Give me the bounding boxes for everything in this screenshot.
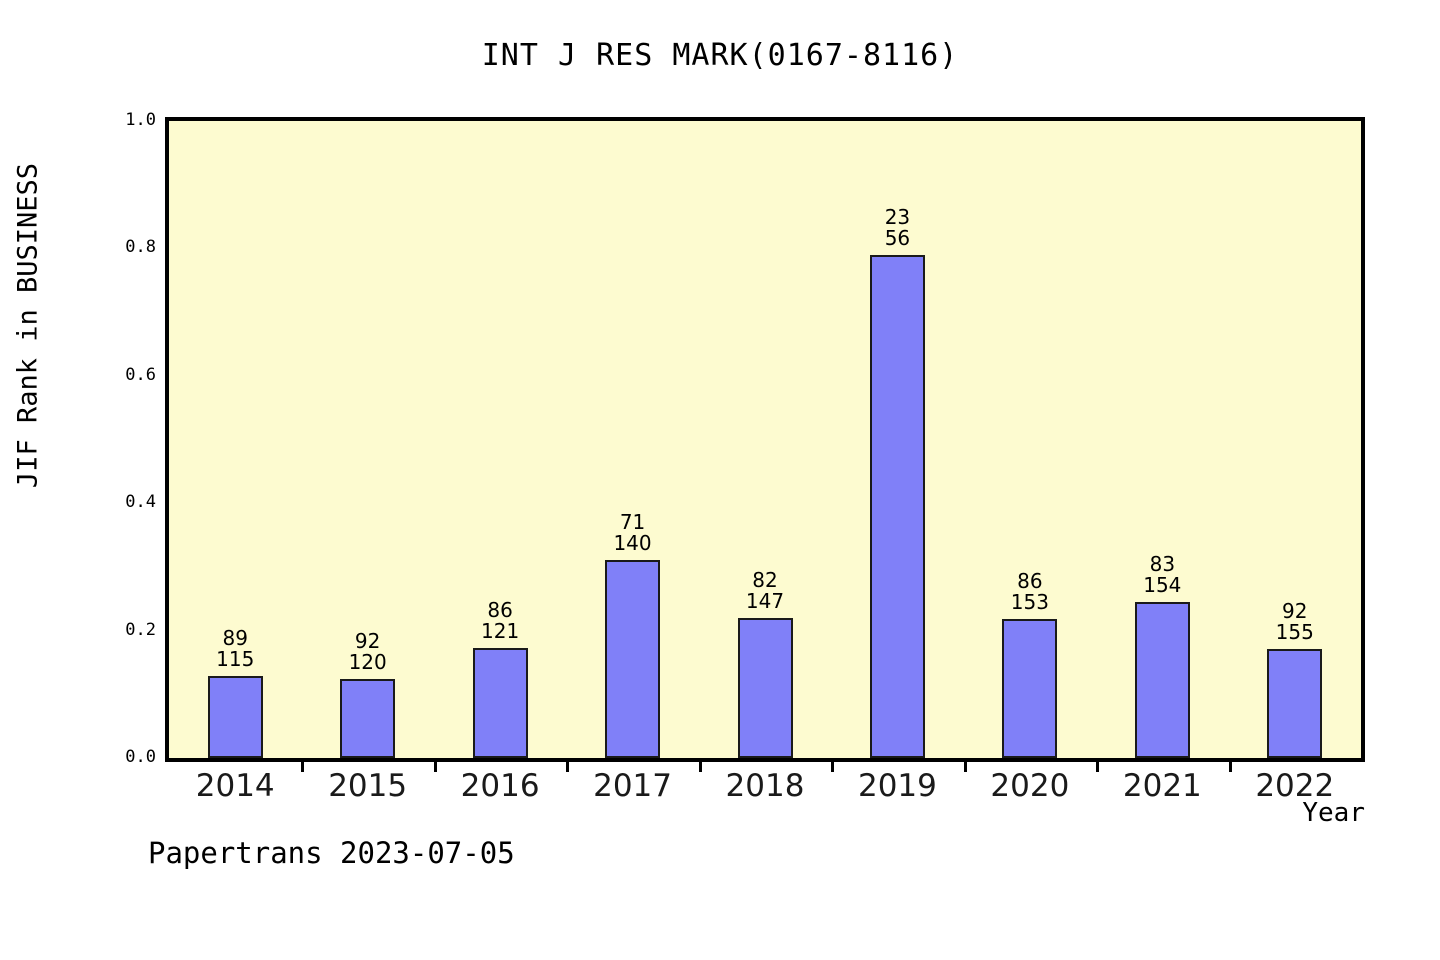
x-axis-tick-label: 2015 bbox=[328, 768, 408, 804]
x-axis-tick-mark bbox=[566, 762, 570, 772]
x-axis-label: Year bbox=[1302, 798, 1365, 828]
bar[interactable] bbox=[737, 618, 793, 758]
plot-area bbox=[165, 117, 1365, 762]
x-axis-tick-label: 2022 bbox=[1255, 768, 1335, 804]
x-axis-tick-mark bbox=[433, 762, 437, 772]
page-title: INT J RES MARK(0167-8116) bbox=[481, 38, 959, 73]
footer-note: Papertrans 2023-07-05 bbox=[148, 836, 515, 870]
y-axis-tick-label: 0.6 bbox=[125, 364, 156, 385]
bar[interactable] bbox=[869, 255, 925, 758]
bar[interactable] bbox=[1002, 619, 1058, 758]
x-axis-tick-label: 2014 bbox=[195, 768, 275, 804]
x-axis-tick-label: 2020 bbox=[990, 768, 1070, 804]
x-axis-tick-label: 2019 bbox=[857, 768, 937, 804]
x-axis-tick-mark bbox=[1096, 762, 1100, 772]
x-axis-tick-label: 2017 bbox=[593, 768, 672, 804]
bar[interactable] bbox=[1134, 601, 1190, 758]
x-axis-tick-mark bbox=[831, 762, 835, 772]
plot-inner bbox=[169, 121, 1361, 758]
x-axis-tick-mark bbox=[301, 762, 305, 772]
y-axis-tick-label: 0.8 bbox=[125, 237, 156, 258]
y-axis-label: JIF Rank in BUSINESS bbox=[12, 162, 44, 489]
bar[interactable] bbox=[340, 679, 396, 758]
x-axis-tick-label: 2021 bbox=[1122, 768, 1202, 804]
y-axis-tick-label: 1.0 bbox=[125, 110, 156, 130]
y-axis-tick-label: 0.4 bbox=[125, 492, 156, 513]
bar[interactable] bbox=[207, 676, 263, 758]
x-axis-tick-mark bbox=[698, 762, 702, 772]
x-axis-tick-mark bbox=[963, 762, 967, 772]
x-axis-tick-label: 2016 bbox=[460, 768, 540, 804]
x-axis-tick-label: 2018 bbox=[725, 768, 805, 804]
bar[interactable] bbox=[605, 559, 661, 758]
x-axis-tick-mark bbox=[1228, 762, 1232, 772]
y-axis-tick-label: 0.0 bbox=[125, 747, 156, 767]
bar[interactable] bbox=[1267, 649, 1323, 758]
bar[interactable] bbox=[472, 647, 528, 758]
y-axis-tick-label: 0.2 bbox=[125, 619, 156, 640]
